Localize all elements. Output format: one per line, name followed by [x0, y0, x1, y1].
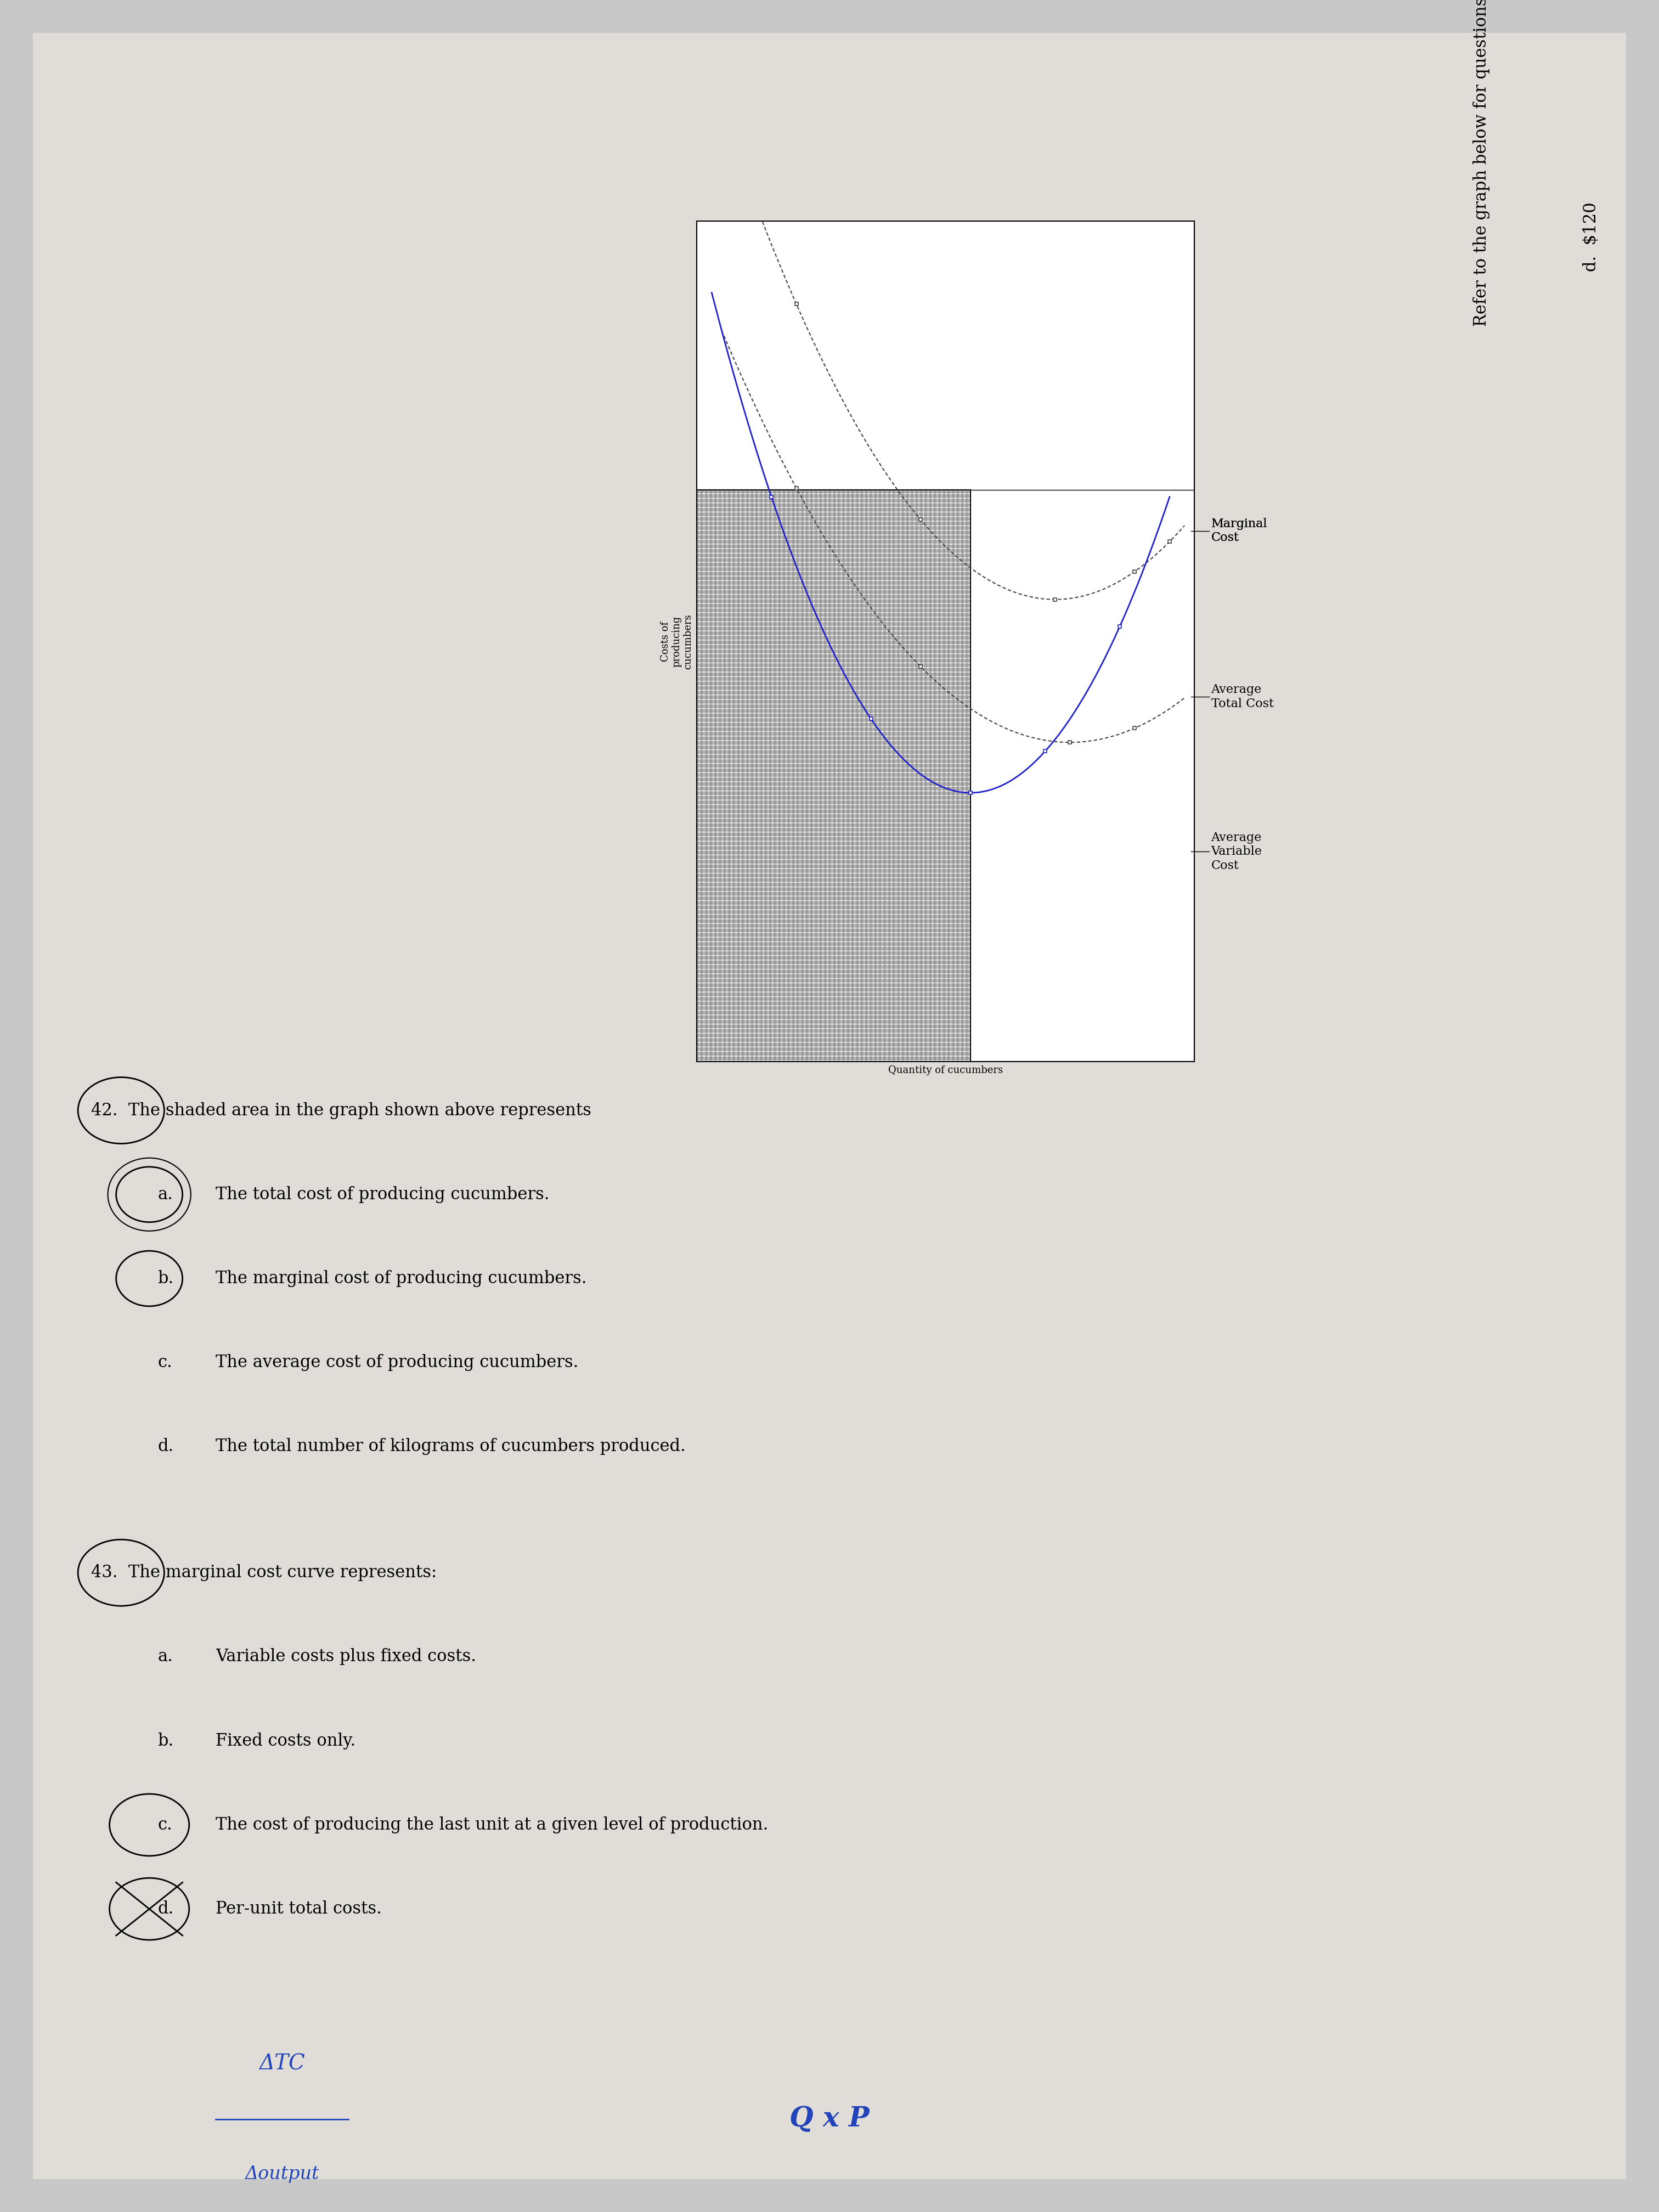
Text: Fixed costs only.: Fixed costs only.	[216, 1732, 355, 1750]
Text: Average
Variable
Cost: Average Variable Cost	[1211, 832, 1262, 872]
Bar	[697, 491, 971, 1062]
Text: a.: a.	[158, 1648, 173, 1666]
Text: c.: c.	[158, 1816, 173, 1834]
Y-axis label: Costs of
producing
cucumbers: Costs of producing cucumbers	[660, 615, 693, 668]
Bar	[697, 491, 971, 1062]
Text: Δoutput: Δoutput	[246, 2166, 319, 2183]
Text: ΔTC: ΔTC	[259, 2053, 305, 2075]
Text: d.: d.	[158, 1900, 174, 1918]
Bar	[697, 491, 971, 1062]
X-axis label: Quantity of cucumbers: Quantity of cucumbers	[888, 1066, 1004, 1075]
Text: Marginal
Cost: Marginal Cost	[1211, 518, 1267, 544]
Text: 43.  The marginal cost curve represents:: 43. The marginal cost curve represents:	[91, 1564, 436, 1582]
Text: Average
Total Cost: Average Total Cost	[1211, 684, 1274, 710]
Text: a.: a.	[158, 1186, 173, 1203]
Text: The marginal cost of producing cucumbers.: The marginal cost of producing cucumbers…	[216, 1270, 587, 1287]
Text: 42.  The shaded area in the graph shown above represents: 42. The shaded area in the graph shown a…	[91, 1102, 592, 1119]
Text: b.: b.	[158, 1732, 174, 1750]
Text: The average cost of producing cucumbers.: The average cost of producing cucumbers.	[216, 1354, 579, 1371]
Text: Variable costs plus fixed costs.: Variable costs plus fixed costs.	[216, 1648, 476, 1666]
Text: The total number of kilograms of cucumbers produced.: The total number of kilograms of cucumbe…	[216, 1438, 685, 1455]
Text: Per-unit total costs.: Per-unit total costs.	[216, 1900, 382, 1918]
Text: d.  $120: d. $120	[1583, 201, 1599, 272]
Text: Refer to the graph below for questions #42 and #43.: Refer to the graph below for questions #…	[1473, 0, 1490, 327]
Text: The cost of producing the last unit at a given level of production.: The cost of producing the last unit at a…	[216, 1816, 768, 1834]
Text: Marginal
Cost: Marginal Cost	[1211, 518, 1267, 544]
Text: d.: d.	[158, 1438, 174, 1455]
Text: Q x P: Q x P	[790, 2106, 869, 2132]
Text: c.: c.	[158, 1354, 173, 1371]
Text: b.: b.	[158, 1270, 174, 1287]
Text: The total cost of producing cucumbers.: The total cost of producing cucumbers.	[216, 1186, 549, 1203]
